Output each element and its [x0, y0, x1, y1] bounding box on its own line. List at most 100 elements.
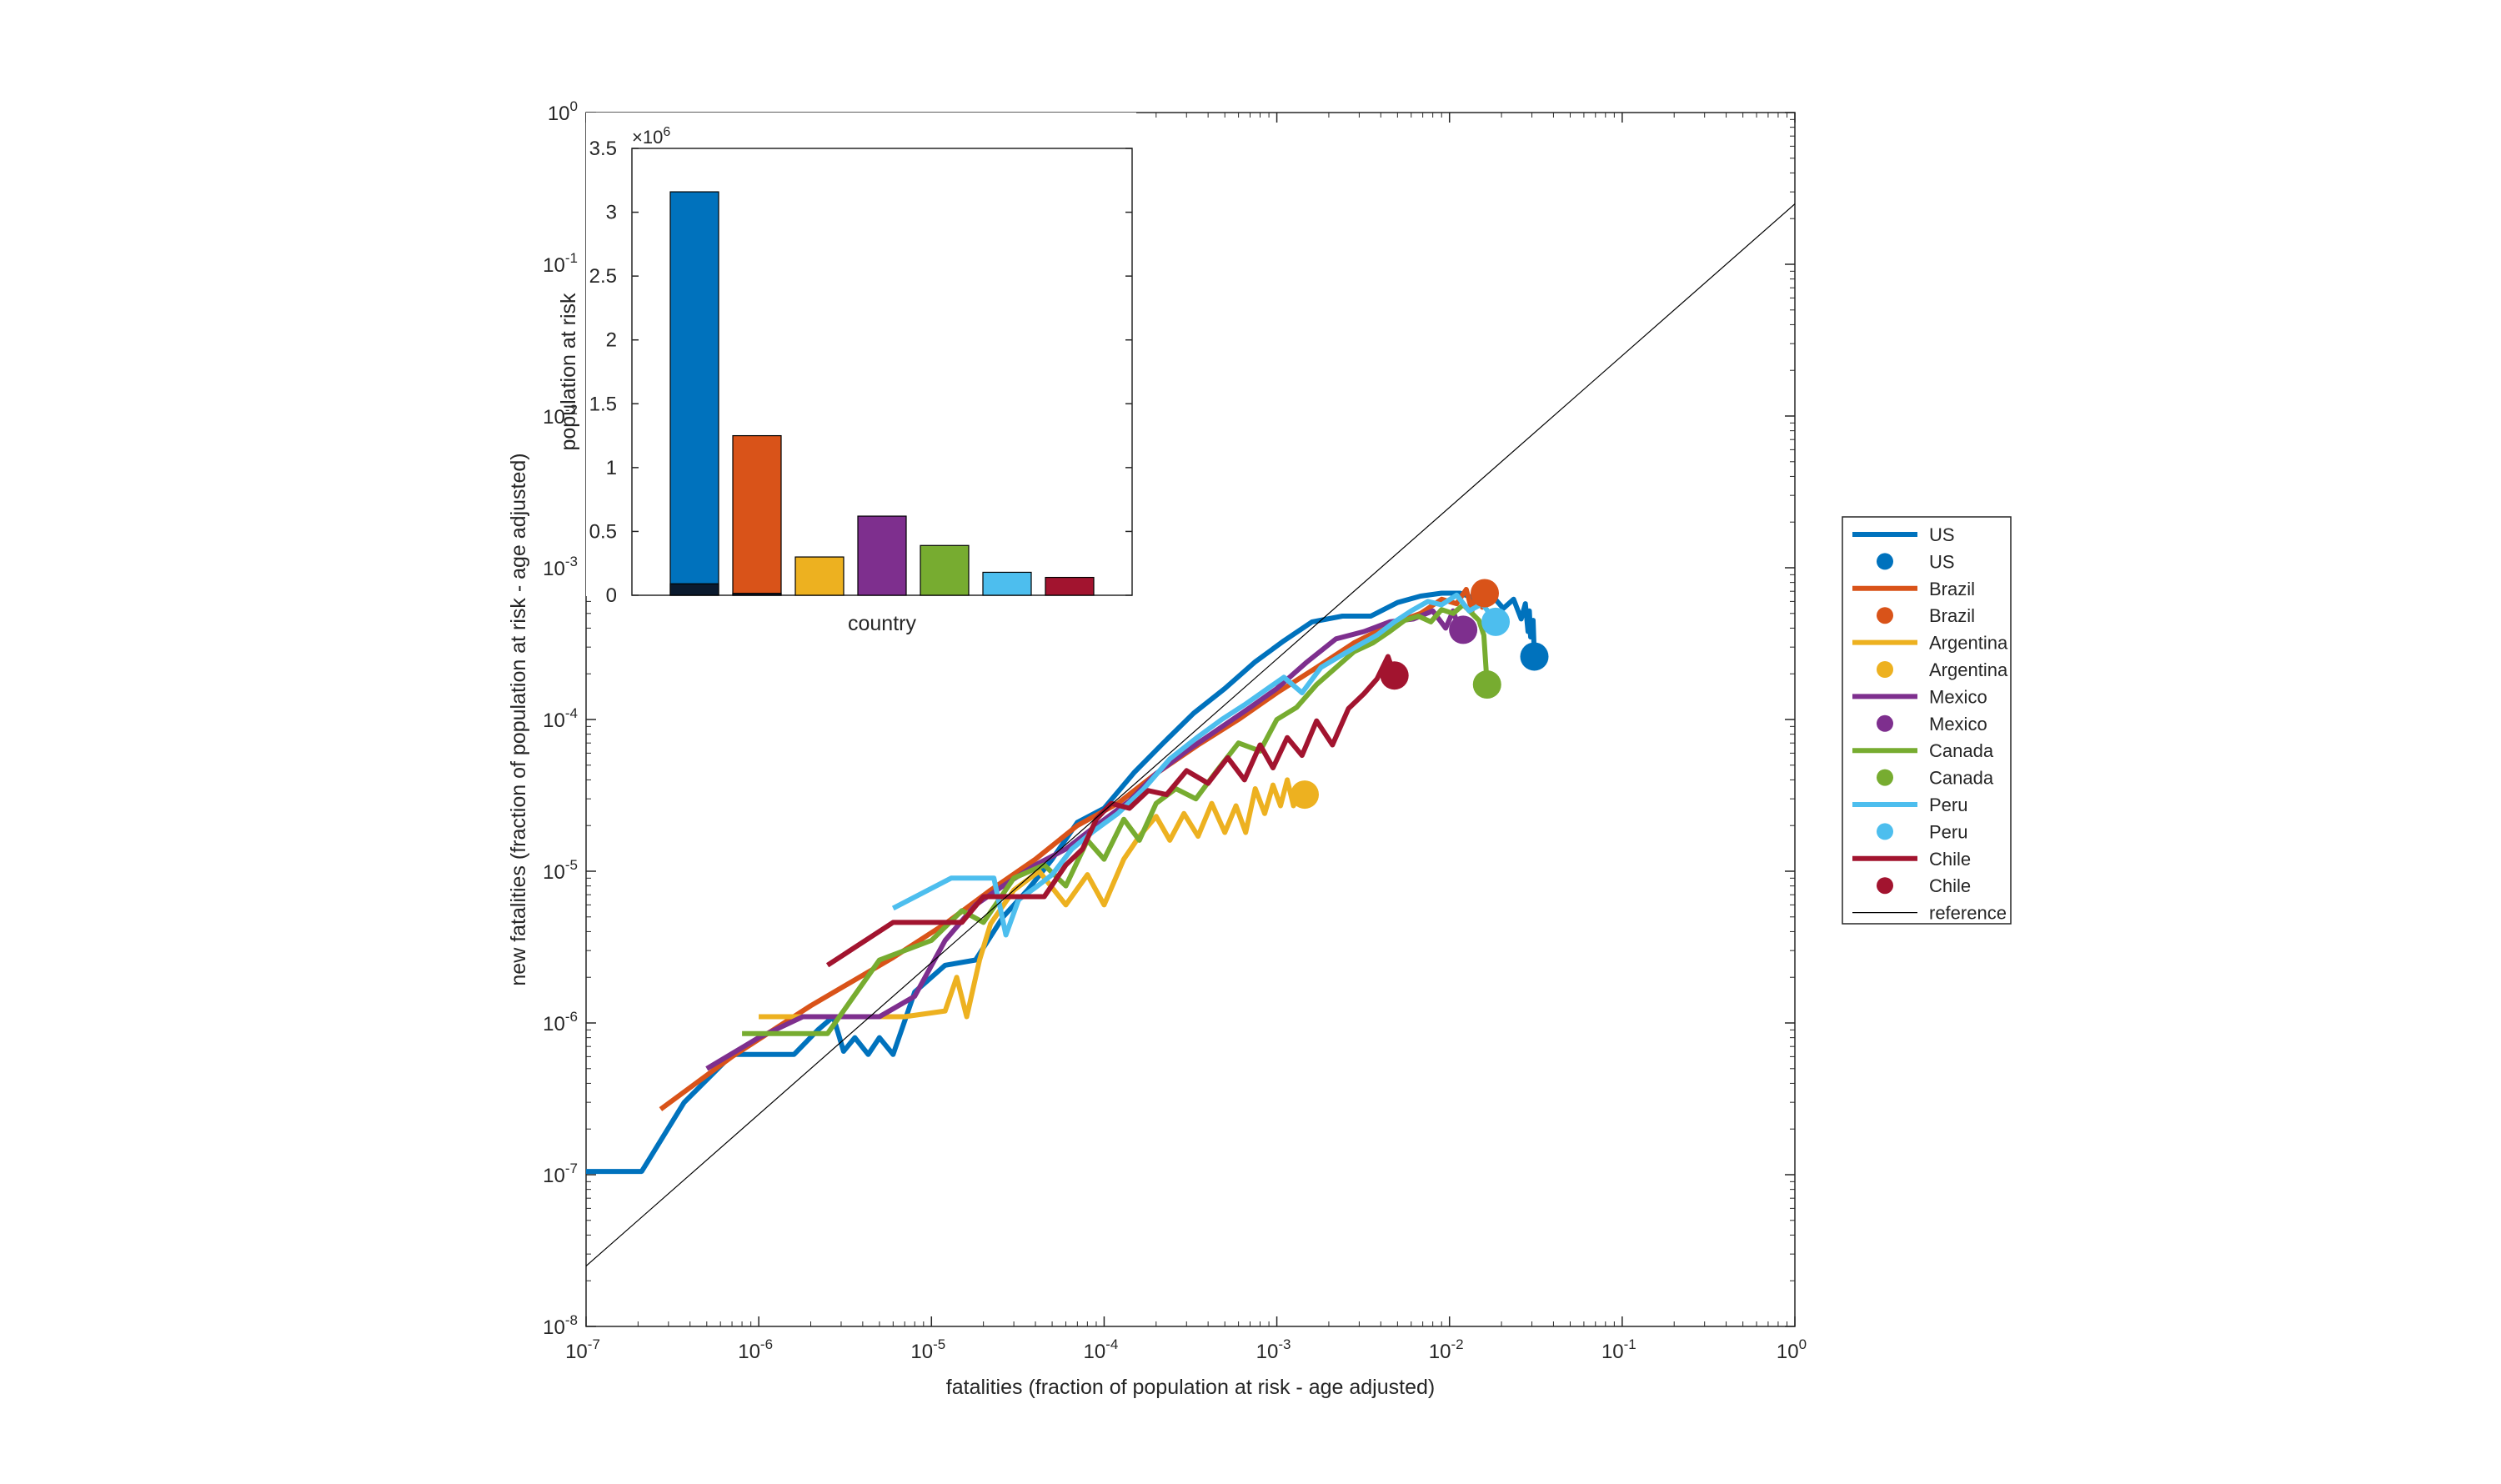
y-tick-label: 10-3 — [543, 554, 578, 580]
legend-item: US — [1852, 524, 1955, 545]
mexico-end-marker — [1449, 615, 1478, 644]
argentina-end-marker — [1290, 780, 1319, 810]
legend-label: reference — [1929, 903, 2007, 924]
legend-marker-swatch — [1877, 607, 1893, 624]
legend-marker-swatch — [1877, 661, 1893, 678]
main-series — [586, 203, 1795, 1267]
legend-item: Mexico — [1852, 686, 1987, 707]
main-axis-ticks: 10-7 10-6 10-5 10-4 10-3 10-2 10-1 10010-810-71… — [543, 98, 1807, 1363]
bar-brazil — [732, 434, 782, 596]
canada-series-line — [742, 602, 1490, 1036]
bar-peru — [982, 571, 1032, 596]
legend-label: Canada — [1929, 768, 1994, 789]
bar-mexico — [857, 515, 907, 596]
x-tick-label: 10-2 — [1429, 1336, 1464, 1363]
legend-item: Chile — [1877, 875, 1971, 896]
legend-item: Brazil — [1877, 605, 1975, 626]
us-series-line — [586, 590, 1537, 1175]
bar-chile — [1045, 576, 1095, 596]
x-tick-label: 10-7 — [565, 1336, 600, 1363]
legend-label: Brazil — [1929, 605, 1975, 626]
bar-base-brazil — [732, 593, 782, 596]
legend-item: Canada — [1852, 740, 1994, 761]
y-tick-label: 10-8 — [543, 1312, 578, 1339]
mexico-series-line — [705, 608, 1465, 1071]
legend-label: Canada — [1929, 740, 1994, 761]
legend-item: Argentina — [1877, 659, 2008, 680]
legend-label: Argentina — [1929, 633, 2008, 654]
legend-label: US — [1929, 551, 1955, 572]
legend-marker-swatch — [1877, 823, 1893, 840]
y-tick-label: 10-5 — [543, 857, 578, 884]
legend-label: Peru — [1929, 795, 1967, 815]
legend-label: Mexico — [1929, 714, 1987, 734]
y-tick-label: 10-1 — [543, 250, 578, 277]
bar-argentina — [794, 556, 845, 596]
legend-label: Chile — [1929, 849, 1971, 870]
bar-canada — [920, 544, 970, 596]
inset-bars — [669, 191, 1095, 596]
legend-item: Mexico — [1877, 714, 1987, 734]
inset-bar-chart: 0 0.5 1 1.5 2 2.5 3 3.5 ×106 country population… — [557, 113, 1136, 635]
legend-marker-swatch — [1877, 769, 1893, 786]
legend-item: Peru — [1852, 795, 1967, 815]
argentina-series-line — [759, 777, 1307, 1020]
legend-label: Argentina — [1929, 659, 2008, 680]
inset-exponent-label: ×106 — [632, 125, 670, 148]
legend-label: Chile — [1929, 875, 1971, 896]
y-tick-label: 10-7 — [543, 1161, 578, 1187]
legend-box — [1842, 516, 2012, 925]
x-tick-label: 10-1 — [1601, 1336, 1636, 1363]
inset-y-tick-label: 2 — [606, 329, 617, 352]
legend-label: Brazil — [1929, 579, 1975, 599]
brazil-series-line — [659, 581, 1487, 1111]
legend-marker-swatch — [1877, 714, 1893, 732]
chile-series-line — [825, 654, 1397, 968]
bar-base-us — [669, 583, 719, 596]
legend-item: Argentina — [1852, 633, 2008, 654]
legend-label: US — [1929, 524, 1955, 545]
legend-label: Peru — [1929, 821, 1967, 842]
inset-axis-ticks: 0 0.5 1 1.5 2 2.5 3 3.5 — [589, 138, 1132, 607]
x-tick-label: 10-4 — [1084, 1336, 1119, 1363]
y-tick-label: 10-2 — [543, 402, 578, 429]
inset-y-tick-label: 1.5 — [589, 393, 617, 415]
legend-label: Mexico — [1929, 686, 1987, 707]
y-tick-label: 100 — [548, 98, 578, 125]
legend-item: Brazil — [1852, 579, 1975, 599]
legend: US US Brazil Brazil Argentina Argentina Mexico… — [1842, 516, 2012, 925]
main-y-axis-label: new fatalities (fraction of population a… — [507, 453, 530, 985]
reference-series-line — [586, 203, 1795, 1267]
legend-marker-swatch — [1877, 877, 1893, 895]
legend-item: Chile — [1852, 849, 1971, 870]
canada-end-marker — [1472, 670, 1501, 699]
inset-y-axis-label: population at risk — [557, 293, 580, 451]
legend-item: reference — [1852, 903, 2007, 924]
inset-x-axis-label: country — [848, 612, 916, 635]
chile-end-marker — [1380, 661, 1409, 690]
y-tick-label: 10-4 — [543, 705, 578, 732]
y-tick-label: 10-6 — [543, 1009, 578, 1035]
x-tick-label: 10-6 — [738, 1336, 773, 1363]
x-tick-label: 100 — [1777, 1336, 1807, 1363]
legend-item: Peru — [1877, 821, 1967, 842]
peru-series-line — [891, 592, 1498, 938]
inset-y-tick-label: 0 — [606, 584, 617, 607]
x-tick-label: 10-5 — [910, 1336, 945, 1363]
legend-item: US — [1877, 551, 1955, 572]
legend-item: Canada — [1877, 768, 1994, 789]
inset-y-tick-label: 3.5 — [589, 138, 617, 160]
main-x-axis-label: fatalities (fraction of population at ri… — [946, 1376, 1435, 1399]
inset-y-tick-label: 1 — [606, 457, 617, 479]
peru-end-marker — [1481, 607, 1511, 636]
main-end-markers — [1290, 579, 1549, 810]
legend-marker-swatch — [1877, 553, 1893, 570]
x-tick-label: 10-3 — [1256, 1336, 1291, 1363]
legend-items: US US Brazil Brazil Argentina Argentina Mexico… — [1852, 524, 2008, 924]
us-end-marker — [1520, 642, 1549, 671]
inset-y-tick-label: 3 — [606, 202, 617, 224]
inset-y-tick-label: 0.5 — [589, 520, 617, 543]
brazil-end-marker — [1470, 579, 1499, 608]
bar-us — [669, 191, 719, 596]
